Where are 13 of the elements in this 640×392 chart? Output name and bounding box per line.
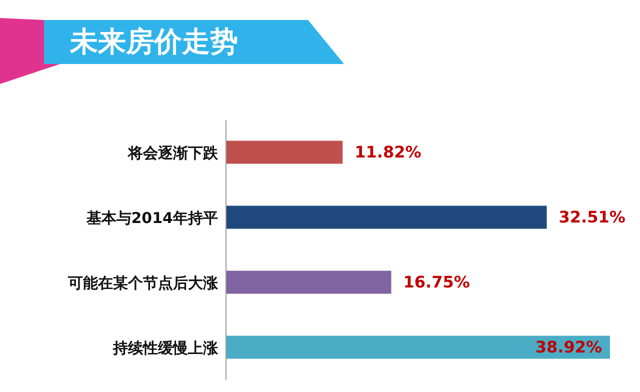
- bar: [226, 336, 610, 359]
- data-label: 32.51%: [558, 207, 626, 226]
- y-tick-label: 将会逐渐下跌: [127, 144, 219, 162]
- chart-title: 未来房价走势: [70, 25, 238, 59]
- y-tick-label: 持续性缓慢上涨: [112, 338, 219, 357]
- data-label: 38.92%: [535, 337, 602, 356]
- data-label: 11.82%: [354, 142, 422, 162]
- data-label: 16.75%: [403, 272, 470, 292]
- y-tick-label: 基本与2014年持平: [85, 208, 218, 227]
- bar: [226, 140, 343, 164]
- y-tick-label: 可能在某个节点后大涨: [67, 274, 219, 292]
- bar: [226, 270, 392, 294]
- bar: [226, 206, 547, 229]
